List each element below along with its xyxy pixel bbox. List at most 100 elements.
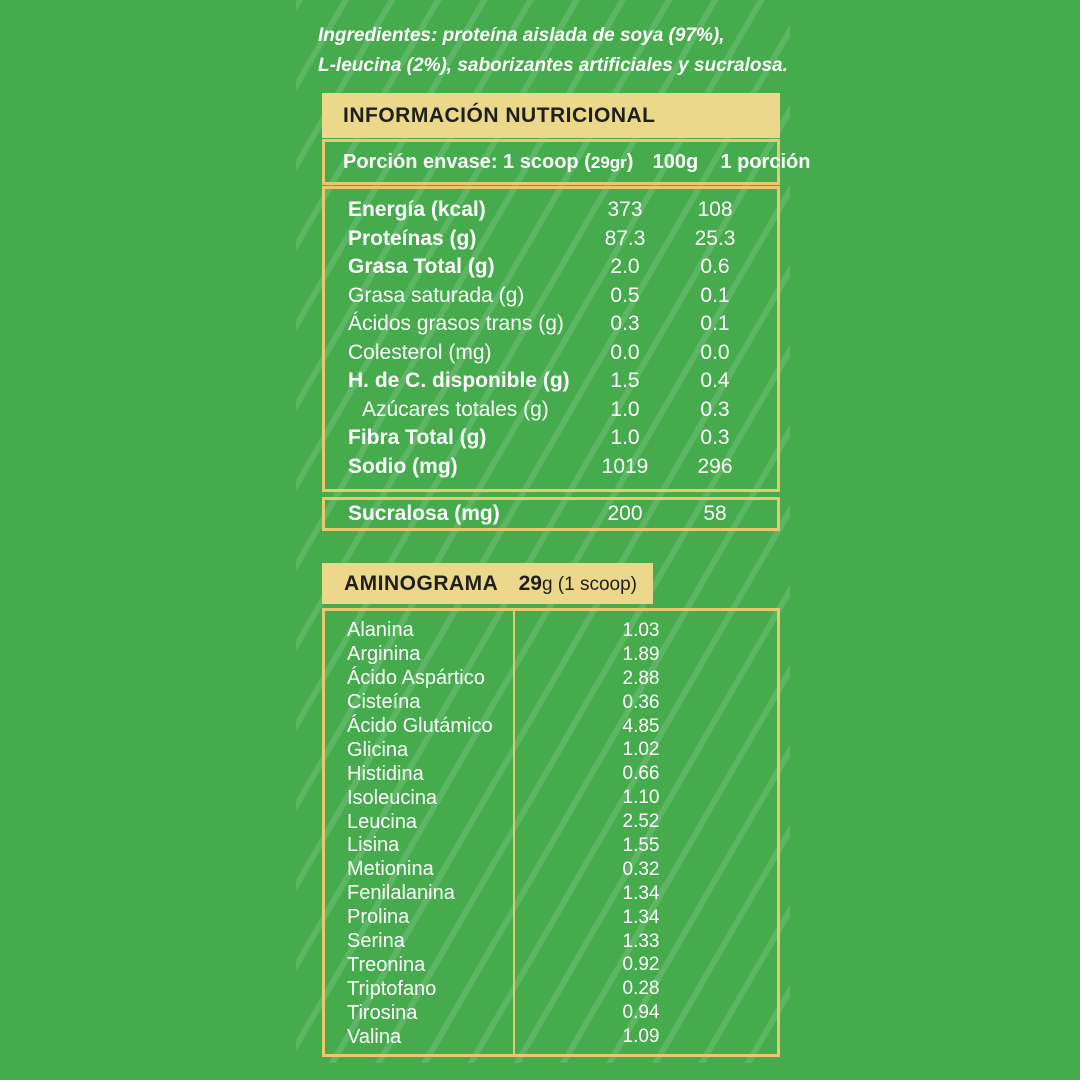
nutrition-header-band: INFORMACIÓN NUTRICIONAL — [322, 93, 780, 138]
row-value-100g: 0.0 — [610, 340, 640, 364]
amino-value: 1.09 — [622, 1026, 660, 1048]
row-value-100g: 0.3 — [610, 312, 640, 336]
amino-value: 0.28 — [622, 978, 660, 1000]
serving-row: Porción envase: 1 scoop (29gr) 100g 1 po… — [322, 139, 810, 185]
row-value-portion: 0.6 — [700, 255, 730, 279]
row-label: Grasa Total (g) — [348, 255, 495, 279]
row-value-100g: 1019 — [601, 454, 649, 478]
aminogram-title: AMINOGRAMA — [344, 571, 499, 595]
row-value-100g: 1.0 — [610, 426, 640, 450]
amino-value: 2.52 — [622, 811, 660, 833]
amino-value: 1.10 — [622, 787, 660, 809]
aminogram-amount-grams: 29 — [518, 571, 542, 595]
row-value-portion: 25.3 — [694, 226, 736, 250]
row-value-portion: 108 — [697, 198, 733, 222]
row-value-100g: 373 — [607, 198, 643, 222]
amino-name: Ácido Glutámico — [347, 715, 493, 737]
amino-value: 1.34 — [622, 906, 660, 928]
row-value-portion: 296 — [697, 454, 733, 478]
amino-name: Ácido Aspártico — [347, 667, 485, 690]
amino-name: Glicina — [347, 738, 409, 761]
row-value-100g: 87.3 — [604, 226, 646, 250]
table-row: Proteínas (g) 87.3 25.3 — [325, 225, 777, 254]
amino-name: Arginina — [347, 643, 421, 666]
table-row: Grasa saturada (g) 0.5 0.1 — [325, 282, 777, 311]
amino-value: 0.94 — [622, 1002, 660, 1024]
amino-value: 1.03 — [622, 619, 660, 641]
amino-name: Treonina — [347, 953, 426, 976]
row-value-portion: 58 — [703, 502, 727, 525]
amino-value: 1.55 — [622, 834, 660, 856]
aminogram-amount-unit: g (1 scoop) — [541, 573, 637, 595]
amino-name: Triptofano — [347, 977, 437, 1000]
amino-value: 0.66 — [622, 763, 660, 785]
amino-name: Serina — [347, 930, 405, 953]
row-value-100g: 1.5 — [610, 369, 640, 393]
amino-name: Alanina — [347, 619, 414, 642]
row-value-100g: 1.0 — [610, 397, 640, 421]
row-label: Fibra Total (g) — [348, 426, 487, 450]
serving-label: Porción envase: 1 scoop (29gr) — [325, 151, 633, 174]
row-value-portion: 0.3 — [700, 426, 730, 450]
serving-suffix: ) — [626, 150, 634, 173]
aminogram-table: Alanina Arginina Ácido Aspártico Cisteín… — [322, 608, 780, 1057]
row-value-portion: 0.3 — [700, 397, 730, 421]
diagonal-stripe-panel — [296, 0, 790, 1063]
row-label: H. de C. disponible (g) — [348, 369, 570, 393]
amino-value: 0.92 — [622, 954, 660, 976]
amino-name: Metionina — [347, 858, 434, 881]
aminogram-value-column: 1.03 1.89 2.88 0.36 4.85 1.02 0.66 1.10 … — [513, 611, 777, 1054]
column-header-portion: 1 porción — [720, 150, 811, 173]
row-label: Energía (kcal) — [348, 198, 486, 222]
row-value-100g: 200 — [607, 502, 643, 525]
table-row: Colesterol (mg) 0.0 0.0 — [325, 339, 777, 368]
amino-value: 0.36 — [622, 691, 660, 713]
amino-name: Isoleucina — [347, 786, 438, 809]
ingredients-line-1: Ingredientes: proteína aislada de soya (… — [318, 25, 725, 46]
amino-name: Leucina — [347, 810, 418, 833]
row-label: Sucralosa (mg) — [348, 502, 500, 525]
amino-value: 1.89 — [622, 643, 660, 665]
row-label: Grasa saturada (g) — [348, 283, 525, 307]
row-value-portion: 0.1 — [700, 312, 730, 336]
amino-name: Histidina — [347, 762, 424, 785]
table-row: Energía (kcal) 373 108 — [325, 196, 777, 225]
row-label: Ácidos grasos trans (g) — [348, 312, 564, 336]
amino-value: 1.34 — [622, 882, 660, 904]
serving-size: 29gr — [590, 152, 627, 172]
serving-prefix: Porción envase: 1 scoop ( — [343, 150, 591, 173]
table-row: Ácidos grasos trans (g) 0.3 0.1 — [325, 310, 777, 339]
aminogram-name-column: Alanina Arginina Ácido Aspártico Cisteín… — [325, 619, 513, 1054]
amino-name: Lisina — [347, 834, 400, 857]
table-row: H. de C. disponible (g) 1.5 0.4 — [325, 367, 777, 396]
amino-value: 1.02 — [622, 739, 660, 761]
row-value-portion: 0.4 — [700, 369, 730, 393]
amino-value: 2.88 — [622, 667, 660, 689]
amino-value: 4.85 — [622, 715, 660, 737]
amino-name: Tirosina — [347, 1001, 418, 1024]
ingredients-line-2: L-leucina (2%), saborizantes artificiale… — [318, 55, 788, 76]
row-value-portion: 0.0 — [700, 340, 730, 364]
row-value-100g: 2.0 — [610, 255, 640, 279]
amino-name: Valina — [347, 1025, 402, 1048]
amino-value: 1.33 — [622, 930, 660, 952]
table-row: Grasa Total (g) 2.0 0.6 — [325, 253, 777, 282]
row-label: Colesterol (mg) — [348, 340, 492, 364]
row-label: Azúcares totales (g) — [362, 397, 549, 421]
row-value-portion: 0.1 — [700, 283, 730, 307]
amino-value: 0.32 — [622, 858, 660, 880]
table-row: Sodio (mg) 1019 296 — [325, 453, 777, 482]
column-header-100g: 100g — [652, 150, 699, 173]
aminogram-amount: 29g (1 scoop) — [519, 572, 637, 596]
amino-name: Cisteína — [347, 691, 421, 714]
row-value-100g: 0.5 — [610, 283, 640, 307]
table-row: Fibra Total (g) 1.0 0.3 — [325, 424, 777, 453]
nutrition-table: Energía (kcal) 373 108 Proteínas (g) 87.… — [322, 186, 780, 492]
amino-name: Prolina — [347, 906, 410, 929]
aminogram-header-band: AMINOGRAMA 29g (1 scoop) — [322, 563, 653, 604]
amino-name: Fenilalanina — [347, 882, 455, 905]
table-row: Azúcares totales (g) 1.0 0.3 — [325, 396, 777, 425]
row-label: Sodio (mg) — [348, 454, 458, 478]
sucralose-row: Sucralosa (mg) 200 58 — [322, 497, 780, 531]
